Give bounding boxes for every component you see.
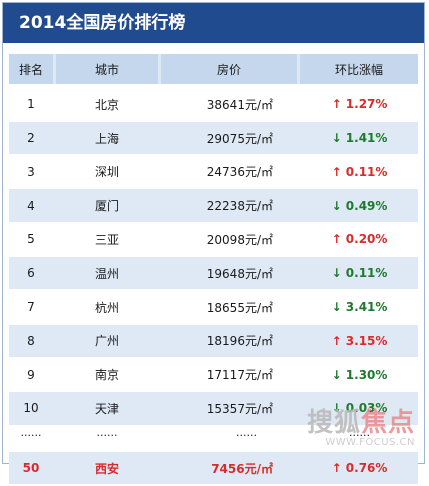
row-change: ↓ 1.41% [331,131,388,146]
last-row-rank: 50 [22,461,40,476]
table-row: 7 杭州 18655元/㎡ ↓ 3.41% [9,290,418,324]
column-header-price: 房价 [161,54,297,84]
last-row-price: 7456元/㎡ [211,461,273,476]
row-change: ↓ 0.11% [331,266,388,281]
table-row: 8 广州 18196元/㎡ ↑ 3.15% [9,324,418,358]
row-city: 三亚 [94,232,119,247]
table-row: 1 北京 38641元/㎡ ↑ 1.27% [9,88,418,121]
table-row: 9 南京 17117元/㎡ ↓ 1.30% [9,358,418,391]
row-city: 厦门 [94,199,119,214]
row-price: 18196元/㎡ [206,334,273,349]
ellipsis-change: ...... [349,425,370,439]
table-row: 10 天津 15357元/㎡ ↓ 0.03% [9,392,418,425]
row-price: 38641元/㎡ [206,97,273,112]
row-change: ↑ 0.20% [331,232,388,247]
watermark-url: WWW.FOCUS.CN [325,437,415,448]
row-price: 22238元/㎡ [206,199,273,214]
row-city: 上海 [94,131,119,146]
row-city: 北京 [94,97,119,112]
table-row: 5 三亚 20098元/㎡ ↑ 0.20% [9,223,418,256]
row-city: 杭州 [94,300,119,315]
row-change: ↓ 1.30% [331,367,388,382]
row-rank: 4 [27,198,35,213]
row-price: 20098元/㎡ [206,232,273,247]
ellipsis-row: ...... ...... ...... ...... [9,425,418,448]
row-city: 南京 [94,368,119,383]
ellipsis-city: ...... [96,425,118,439]
row-price: 29075元/㎡ [206,131,273,146]
table-row: 6 温州 19648元/㎡ ↓ 0.11% [9,256,418,290]
row-change: ↑ 0.11% [331,164,388,179]
row-price: 15357元/㎡ [206,401,273,416]
table-header-row: 排名 城市 房价 环比涨幅 [9,54,418,84]
row-rank: 2 [27,131,35,146]
row-price: 17117元/㎡ [206,368,273,383]
watermark-text-a: 搜狐 [306,408,361,438]
column-header-city: 城市 [56,54,158,84]
last-row-city: 西安 [94,461,119,476]
row-rank: 5 [27,232,35,247]
table-body: 1 北京 38641元/㎡ ↑ 1.27% 2 上海 29075元/㎡ ↓ 1.41% 3 深圳 2… [9,88,418,425]
row-city: 广州 [94,334,119,349]
row-city: 深圳 [94,165,119,180]
row-rank: 9 [27,367,35,382]
row-rank: 8 [27,333,35,348]
last-row-change: ↑ 0.76% [331,461,388,476]
row-rank: 6 [27,266,35,281]
focus-watermark-logo: 搜狐焦点 WWW.FOCUS.CN [307,402,415,448]
row-change: ↑ 1.27% [331,97,388,112]
watermark-text-b: 焦点 [360,408,415,438]
row-price: 24736元/㎡ [206,165,273,180]
table-row-last: 50 西安 7456元/㎡ ↑ 0.76% [9,451,418,485]
column-header-rank: 排名 [9,54,53,84]
ellipsis-rank: ...... [20,425,42,439]
row-change: ↓ 3.41% [331,300,388,315]
row-change: ↓ 0.49% [331,198,388,213]
row-rank: 3 [27,164,35,179]
title-bar: 2014全国房价排行榜 [3,3,424,43]
table-row: 4 厦门 22238元/㎡ ↓ 0.49% [9,189,418,222]
page-title: 2014全国房价排行榜 [19,13,186,33]
row-city: 温州 [94,266,119,281]
row-rank: 1 [27,97,35,112]
row-price: 18655元/㎡ [206,300,273,315]
row-rank: 10 [23,401,39,416]
row-price: 19648元/㎡ [206,266,273,281]
column-header-change: 环比涨幅 [300,54,418,84]
row-change: ↓ 0.03% [331,401,388,416]
table-row: 3 深圳 24736元/㎡ ↑ 0.11% [9,155,418,189]
ellipsis-price: ...... [236,425,257,439]
row-city: 天津 [94,401,119,416]
table-row: 2 上海 29075元/㎡ ↓ 1.41% [9,121,418,155]
row-rank: 7 [27,300,35,315]
row-change: ↑ 3.15% [331,333,388,348]
